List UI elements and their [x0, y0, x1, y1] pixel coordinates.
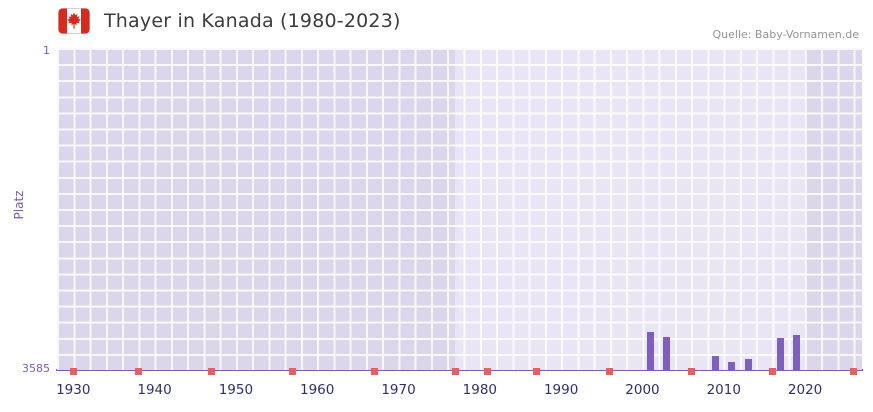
x-tick-label-1960: 1960 [300, 382, 335, 398]
x-tick-label-1950: 1950 [218, 382, 254, 398]
rank-bar-2001 [647, 331, 655, 370]
x-axis-line [56, 369, 863, 371]
no-rank-marker-1996 [606, 368, 614, 375]
rank-bar-2003 [663, 337, 671, 370]
rank-bar-2009 [712, 356, 720, 370]
x-tick-label-1990: 1990 [543, 382, 579, 398]
rank-bar-2019 [793, 335, 801, 370]
y-axis-title: Platz [12, 190, 26, 220]
no-rank-marker-2016 [769, 368, 777, 375]
x-tick-label-2010: 2010 [706, 382, 741, 398]
y-tick-bottom: 3585 [22, 362, 50, 375]
no-rank-marker-2026 [850, 368, 858, 375]
x-tick-label-1970: 1970 [381, 382, 416, 398]
rank-bar-2017 [777, 338, 785, 370]
x-tick-label-2020: 2020 [787, 382, 823, 398]
gridlines [57, 48, 862, 370]
no-rank-marker-1967 [370, 368, 378, 375]
chart-header: Thayer in Kanada (1980-2023) [58, 8, 401, 34]
x-tick-label-1940: 1940 [137, 382, 172, 398]
no-rank-marker-1938 [134, 368, 142, 375]
no-rank-marker-1987 [533, 368, 541, 375]
x-tick-label-1980: 1980 [462, 382, 498, 398]
no-rank-marker-1981 [484, 368, 492, 375]
x-tick-label-1930: 1930 [56, 382, 91, 398]
no-rank-marker-1977 [451, 368, 459, 375]
source-attribution: Quelle: Baby-Vornamen.de [712, 28, 859, 41]
canada-flag-icon [58, 8, 90, 34]
rank-bar-2011 [728, 362, 736, 370]
no-rank-marker-2006 [687, 368, 695, 375]
y-tick-top: 1 [43, 44, 50, 57]
no-rank-marker-1957 [289, 368, 297, 375]
plot-area [57, 48, 862, 375]
x-tick-label-2000: 2000 [625, 382, 660, 398]
rank-bar-2013 [744, 358, 752, 370]
no-rank-marker-1947 [207, 368, 215, 375]
no-rank-marker-1930 [69, 368, 77, 375]
chart-title: Thayer in Kanada (1980-2023) [104, 10, 401, 32]
